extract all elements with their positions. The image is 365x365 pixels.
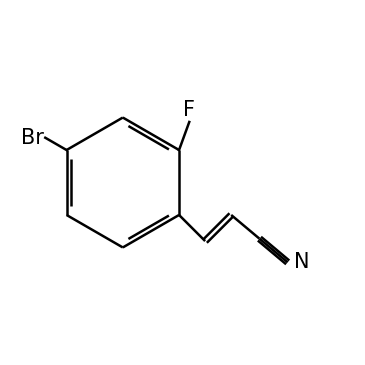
Text: Br: Br — [21, 128, 43, 148]
Text: F: F — [183, 100, 195, 120]
Text: N: N — [294, 252, 310, 272]
